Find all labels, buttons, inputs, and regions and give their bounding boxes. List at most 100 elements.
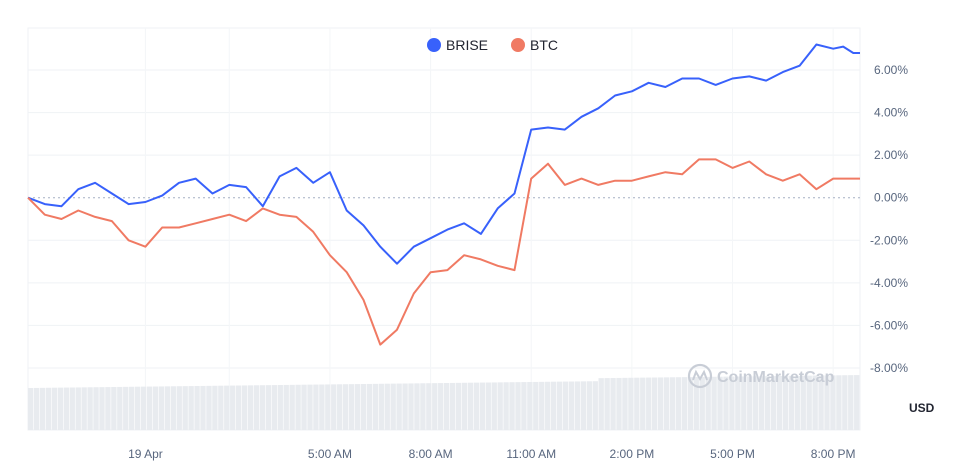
volume-bar xyxy=(342,384,349,430)
volume-bar xyxy=(224,385,230,430)
volume-bar xyxy=(105,387,111,430)
volume-bars xyxy=(28,375,860,430)
volume-bar xyxy=(545,381,551,430)
volume-bar xyxy=(331,384,337,430)
grid xyxy=(27,27,861,431)
y-tick-label: 2.00% xyxy=(874,148,908,162)
volume-bar xyxy=(354,384,361,430)
volume-bar xyxy=(574,381,581,430)
volume-bar xyxy=(414,383,420,430)
volume-bar xyxy=(319,384,325,430)
volume-bar xyxy=(527,382,533,430)
volume-bar xyxy=(854,375,860,430)
volume-bar xyxy=(533,381,539,430)
legend-item-brise[interactable]: BRISE xyxy=(427,37,488,53)
volume-bar xyxy=(444,383,450,430)
volume-bar xyxy=(657,377,664,430)
volume-bar xyxy=(146,386,153,430)
volume-bar xyxy=(176,386,182,430)
volume-bar xyxy=(628,377,634,430)
volume-bar xyxy=(69,387,75,430)
series-line-btc xyxy=(27,158,860,346)
volume-bar xyxy=(449,382,456,430)
volume-bar xyxy=(622,377,628,430)
legend-item-btc[interactable]: BTC xyxy=(511,37,558,53)
volume-bar xyxy=(402,383,408,430)
volume-bar xyxy=(420,383,426,430)
volume-bar xyxy=(164,386,171,430)
volume-bar xyxy=(580,381,587,430)
volume-bar xyxy=(206,385,212,430)
volume-bar xyxy=(123,386,129,430)
volume-bar xyxy=(384,383,390,430)
y-axis: 6.00% 4.00% 2.00% 0.00% -2.00% -4.00% -6.00% -8… xyxy=(870,63,908,375)
coinmarketcap-logo-icon xyxy=(687,363,713,389)
volume-bar xyxy=(729,376,735,430)
volume-bar xyxy=(723,376,729,430)
volume-bar xyxy=(675,377,682,430)
y-tick-label: -2.00% xyxy=(870,233,908,247)
y-tick-label: 4.00% xyxy=(874,106,908,120)
volume-bar xyxy=(182,386,188,430)
volume-bar xyxy=(247,385,254,430)
volume-bar xyxy=(390,383,396,430)
volume-bar xyxy=(170,386,176,430)
volume-bar xyxy=(848,375,854,430)
volume-bar xyxy=(711,376,717,430)
volume-bar xyxy=(503,382,509,430)
volume-bar xyxy=(681,377,688,430)
volume-bar xyxy=(669,377,676,430)
volume-bar xyxy=(129,386,135,430)
volume-bar xyxy=(313,384,319,430)
volume-bar xyxy=(604,378,610,430)
x-tick-label: 5:00 AM xyxy=(308,447,352,461)
volume-bar xyxy=(455,382,462,430)
volume-bar xyxy=(758,376,765,430)
y-tick-label: -8.00% xyxy=(870,361,908,375)
volume-bar xyxy=(194,386,200,430)
volume-bar xyxy=(372,383,379,430)
volume-bar xyxy=(396,383,402,430)
volume-bar xyxy=(800,375,806,430)
x-tick-label: 8:00 AM xyxy=(409,447,453,461)
volume-bar xyxy=(378,383,384,430)
watermark-text: CoinMarketCap xyxy=(717,369,835,386)
volume-bar xyxy=(158,386,165,430)
volume-bar xyxy=(348,384,355,430)
volume-bar xyxy=(99,387,105,430)
volume-bar xyxy=(687,377,693,430)
volume-bar xyxy=(747,376,753,430)
volume-bar xyxy=(556,381,563,430)
y-tick-label: 0.00% xyxy=(874,191,908,205)
volume-bar xyxy=(467,382,474,430)
x-tick-label: 11:00 AM xyxy=(506,447,556,461)
volume-bar xyxy=(693,377,699,430)
volume-bar xyxy=(753,376,759,430)
volume-bar xyxy=(289,384,295,430)
series-line-brise xyxy=(27,43,860,265)
volume-bar xyxy=(842,375,848,430)
volume-bar xyxy=(432,383,438,430)
volume-bar xyxy=(87,387,93,430)
volume-bar xyxy=(788,375,795,430)
volume-bar xyxy=(259,385,266,430)
volume-bar xyxy=(212,385,218,430)
volume-bar xyxy=(152,386,159,430)
volume-bar xyxy=(770,376,777,430)
volume-bar xyxy=(776,376,783,430)
x-tick-label: 19 Apr xyxy=(128,447,163,461)
x-tick-label: 2:00 PM xyxy=(610,447,655,461)
y-tick-label: -4.00% xyxy=(870,276,908,290)
volume-bar xyxy=(550,381,557,430)
volume-bar xyxy=(140,386,147,430)
volume-bar xyxy=(610,378,616,430)
volume-bar xyxy=(265,385,272,430)
legend-label: BTC xyxy=(530,37,558,53)
volume-bar xyxy=(337,384,343,430)
volume-bar xyxy=(200,385,206,430)
volume-bar xyxy=(277,385,283,430)
volume-bar xyxy=(366,383,373,430)
volume-bar xyxy=(515,382,521,430)
volume-bar xyxy=(485,382,491,430)
volume-bar xyxy=(241,385,248,430)
